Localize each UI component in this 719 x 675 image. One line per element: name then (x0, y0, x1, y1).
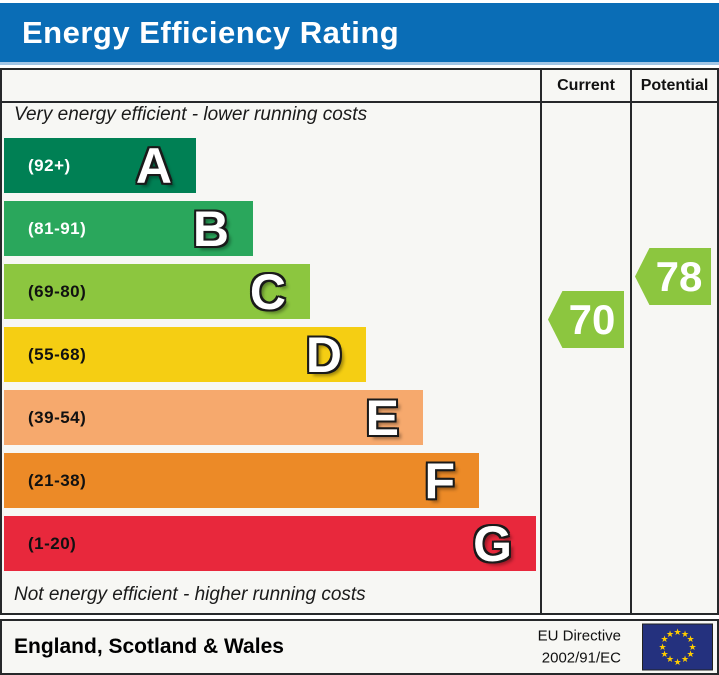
band-range-label: (81-91) (28, 218, 87, 238)
band-letter: E (365, 389, 399, 446)
band-letter: G (473, 515, 512, 572)
band-row-A: (92+) A (4, 138, 196, 193)
header-row-separator (2, 101, 717, 103)
footer-bar: England, Scotland & Wales EU Directive 2… (0, 619, 719, 675)
eu-flag-star: ★ (665, 654, 675, 665)
eu-directive-label: EU Directive 2002/91/EC (537, 627, 621, 666)
band-letter: D (305, 326, 342, 383)
title-bar: Energy Efficiency Rating (0, 3, 719, 65)
current-rating-value: 70 (568, 295, 616, 343)
eu-flag-star: ★ (665, 628, 675, 639)
band-row-E: (39-54) E (4, 390, 423, 445)
band-row-D: (55-68) D (4, 327, 366, 382)
page-title: Energy Efficiency Rating (22, 14, 400, 50)
eu-flag-star: ★ (660, 649, 669, 659)
eu-flag-star: ★ (680, 654, 690, 665)
band-row-B: (81-91) B (4, 201, 253, 256)
top-note: Very energy efficient - lower running co… (14, 104, 368, 125)
eu-flag-star: ★ (673, 626, 682, 637)
current-column-header: Current (557, 76, 615, 94)
rating-table: Current Potential Very energy efficient … (0, 68, 719, 615)
eu-flag-star: ★ (660, 634, 669, 644)
potential-column-divider (630, 70, 632, 613)
band-range-label: (55-68) (28, 344, 87, 364)
current-column-divider (540, 70, 542, 613)
band-range-label: (21-38) (28, 470, 87, 490)
band-letter: A (135, 137, 172, 194)
eu-flag-icon: ★ ★ ★ ★ ★ ★ ★ ★ ★ ★ ★ ★ (642, 623, 713, 671)
eu-flag-star: ★ (688, 641, 697, 652)
band-range-label: (39-54) (28, 407, 87, 427)
region-label: England, Scotland & Wales (14, 635, 284, 658)
eu-flag-star: ★ (658, 641, 667, 652)
bottom-note: Not energy efficient - higher running co… (14, 584, 366, 605)
band-range-label: (69-80) (28, 281, 87, 301)
band-letter: F (424, 452, 455, 509)
potential-column-header: Potential (640, 76, 709, 94)
eu-flag-star: ★ (680, 628, 690, 639)
current-rating-arrow: 70 (548, 291, 624, 348)
eu-flag-star: ★ (686, 649, 695, 659)
band-range-label: (1-20) (28, 533, 77, 553)
eu-flag-star: ★ (686, 634, 695, 644)
band-letter: C (249, 263, 286, 320)
band-row-C: (69-80) C (4, 264, 310, 319)
potential-rating-value: 78 (655, 252, 703, 300)
band-range-label: (92+) (28, 155, 71, 175)
band-letter: B (192, 200, 229, 257)
potential-rating-arrow: 78 (635, 248, 711, 305)
band-row-G: (1-20) G (4, 516, 536, 571)
eu-flag-star: ★ (673, 656, 682, 667)
band-row-F: (21-38) F (4, 453, 479, 508)
